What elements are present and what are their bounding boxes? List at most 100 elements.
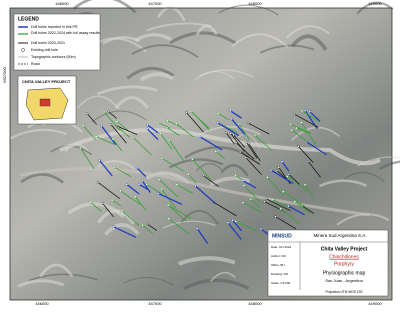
drill-collar <box>134 195 137 198</box>
ridge <box>17 279 65 288</box>
drill-collar <box>266 176 269 179</box>
meta: Author: DO <box>271 254 287 258</box>
ridge <box>39 263 74 278</box>
drill-collar <box>145 183 148 186</box>
drill-collar <box>137 183 141 186</box>
drill-collar <box>110 199 114 202</box>
legend-title: LEGEND <box>18 16 39 22</box>
grid-label: 446000 <box>35 301 49 306</box>
drill-trace <box>247 142 261 162</box>
drill-trace <box>117 127 131 138</box>
drill-collar <box>141 224 144 227</box>
drill-trace <box>232 219 243 232</box>
drill-trace <box>203 175 219 187</box>
drill-trace <box>168 139 185 163</box>
drill-collar <box>289 122 292 126</box>
drill-collar <box>297 145 300 148</box>
drill-trace <box>142 224 153 234</box>
drill-holes <box>79 109 327 244</box>
drill-trace <box>270 169 294 185</box>
drill-collar <box>185 111 188 114</box>
drill-trace <box>305 141 327 156</box>
drill-collar <box>107 110 110 114</box>
ridge <box>146 22 211 32</box>
drill-collar <box>145 222 149 226</box>
drill-trace <box>243 185 262 203</box>
drill-trace <box>160 133 173 150</box>
ridge <box>104 223 140 236</box>
grid-label: 448000 <box>248 1 262 6</box>
drill-collar <box>131 135 135 139</box>
drill-collar <box>237 122 241 126</box>
drill-trace <box>291 129 308 143</box>
drill-collar <box>85 112 89 115</box>
drill-collar <box>216 112 220 115</box>
drill-collar <box>300 121 303 124</box>
target: Chinchillones <box>329 254 359 260</box>
drill-trace <box>235 221 258 232</box>
grid-label: 449000 <box>368 1 382 6</box>
drill-trace <box>102 203 114 218</box>
legend-item: Road <box>31 62 40 66</box>
ridge <box>20 173 64 184</box>
drill-trace <box>185 112 204 133</box>
drill-collar <box>175 122 178 125</box>
drill-collar <box>166 119 169 123</box>
drill-trace <box>242 202 264 214</box>
drill-collar <box>96 181 100 184</box>
drill-collar <box>279 207 282 211</box>
drill-trace <box>247 122 270 135</box>
drill-collar <box>238 150 242 154</box>
drill-trace <box>114 166 132 178</box>
drill-trace <box>158 179 179 198</box>
drill-trace <box>307 161 321 178</box>
drill-trace <box>280 208 300 225</box>
drill-collar <box>120 209 124 212</box>
drill-trace <box>296 127 310 134</box>
drill-trace <box>80 147 95 169</box>
drill-collar <box>145 127 149 130</box>
ridge <box>178 256 236 266</box>
ridge <box>114 96 149 109</box>
drill-trace <box>288 174 300 185</box>
ridge <box>91 110 147 123</box>
drill-trace <box>112 138 123 152</box>
grid-label: 6627000 <box>2 66 7 82</box>
drill-trace <box>242 180 257 189</box>
ridge <box>97 160 136 171</box>
drill-trace <box>167 204 192 219</box>
grid-label: 447000 <box>148 301 162 306</box>
drill-trace <box>97 182 121 199</box>
ridge <box>220 164 249 177</box>
drill-trace <box>116 121 130 132</box>
location: San Juan - Argentina <box>325 278 363 283</box>
drill-collar <box>141 179 144 183</box>
drill-trace <box>108 111 117 119</box>
drill-collar <box>234 174 237 177</box>
legend: LEGEND Drill holes reported in this PR D… <box>13 13 101 71</box>
drill-collar <box>101 202 104 205</box>
ridge <box>28 273 98 282</box>
legend-item: Drill holes 2022-2024 with full assay re… <box>31 31 100 35</box>
drill-collar <box>241 201 245 204</box>
grid-label: 446000 <box>55 1 69 6</box>
drill-collar <box>249 197 253 201</box>
drill-collar <box>293 112 296 116</box>
drill-collar <box>280 160 284 163</box>
drill-trace <box>134 196 147 211</box>
drill-collar <box>198 135 202 139</box>
ridge <box>195 24 218 36</box>
ridge <box>290 34 328 51</box>
drill-trace <box>176 184 194 194</box>
meta: Scale: 1:5,000 <box>271 281 291 285</box>
drill-collar <box>263 200 266 203</box>
drill-collar <box>109 123 113 126</box>
drill-trace <box>126 183 140 195</box>
ridge <box>139 72 175 82</box>
drill-trace <box>245 157 262 175</box>
drill-collar <box>167 217 171 220</box>
drill-collar <box>300 109 304 113</box>
drill-trace <box>192 158 211 180</box>
ridge <box>9 128 67 140</box>
